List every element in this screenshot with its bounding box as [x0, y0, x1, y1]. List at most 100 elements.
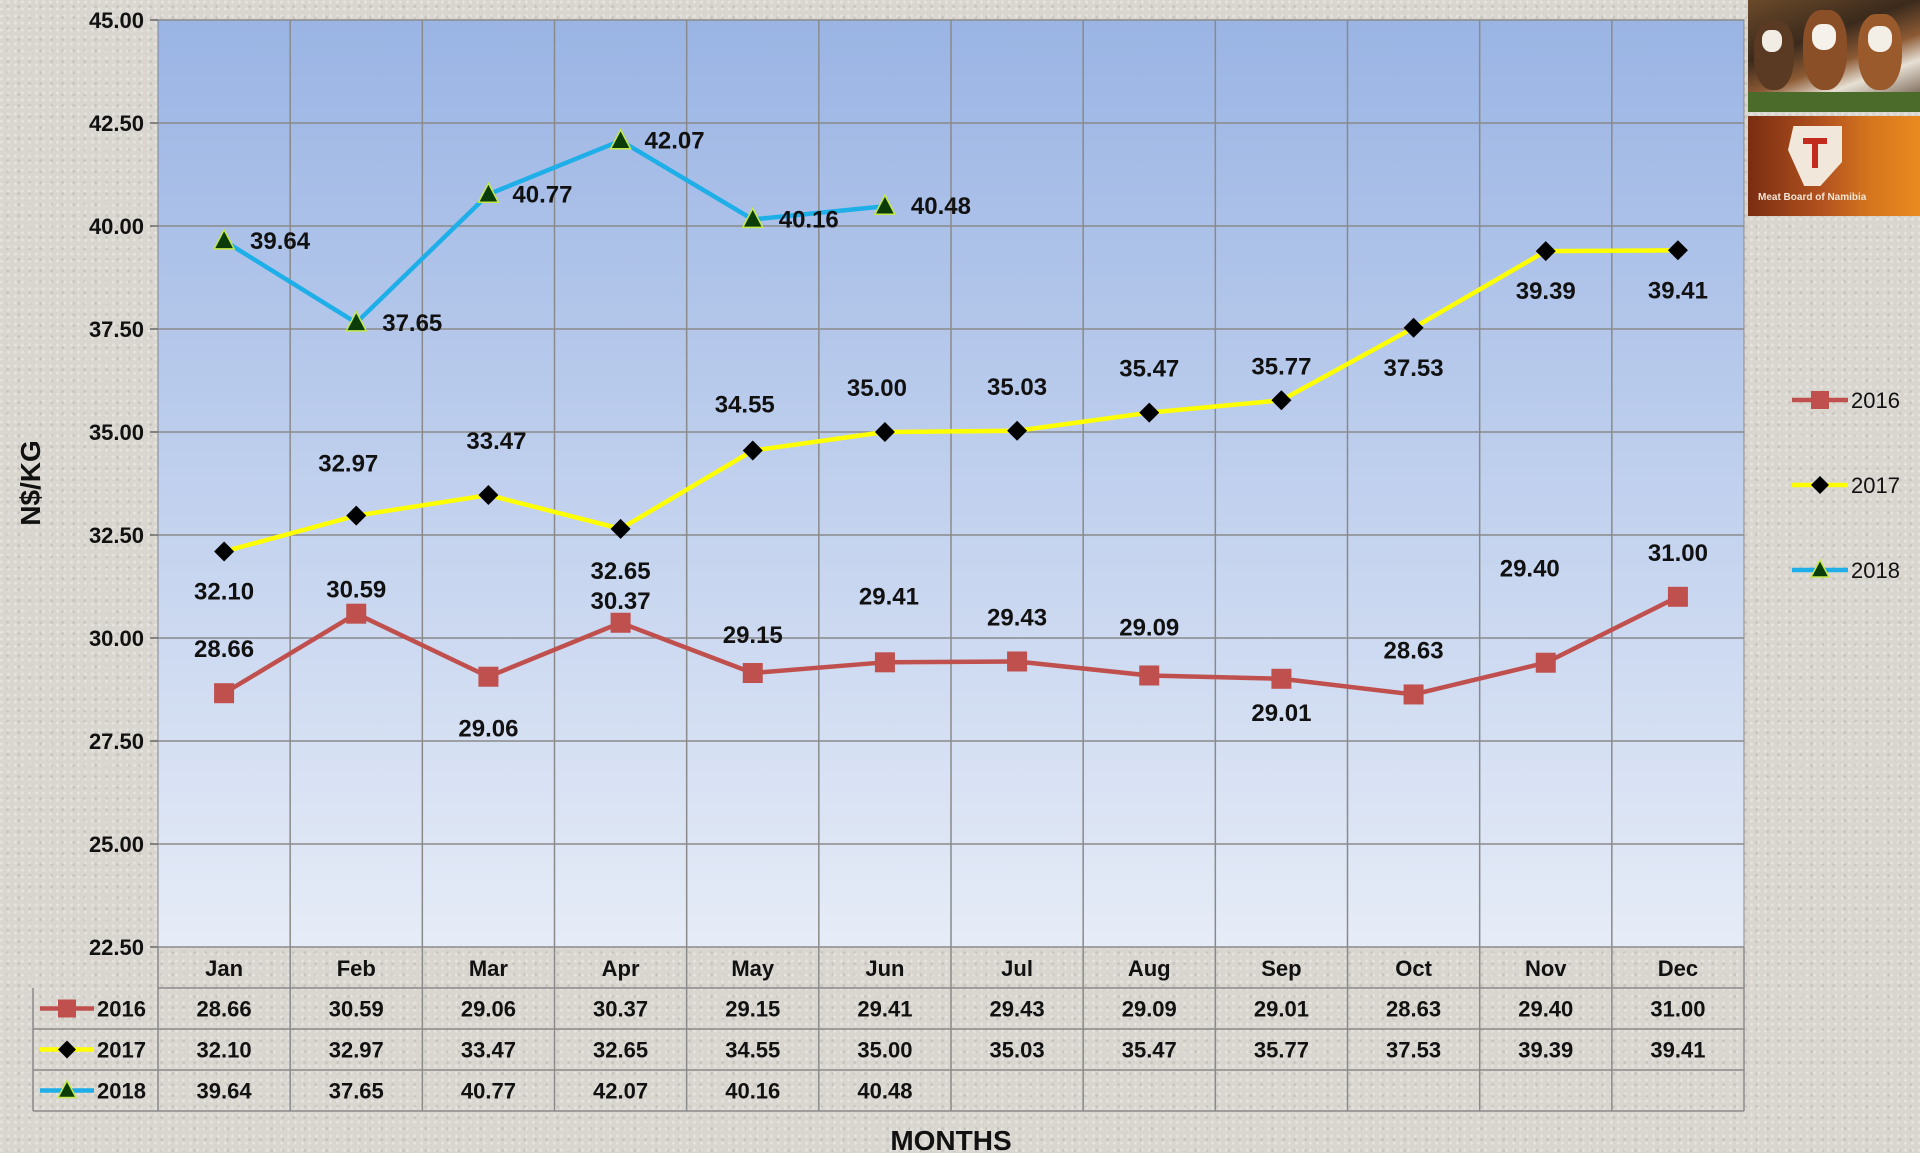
- meat-board-logo: Meat Board of Namibia: [1748, 116, 1920, 216]
- data-label-2016: 30.37: [591, 588, 651, 615]
- data-label-2016: 29.41: [859, 583, 919, 610]
- marker-2018: [741, 206, 764, 229]
- marker-2017: [874, 422, 895, 442]
- data-label-2017: 37.53: [1384, 355, 1444, 382]
- table-cell: 30.37: [593, 997, 648, 1022]
- data-label-2016: 29.01: [1251, 700, 1311, 727]
- data-label-2016: 29.09: [1119, 614, 1179, 641]
- marker-2016: [478, 666, 499, 687]
- table-cell: 28.63: [1386, 997, 1441, 1022]
- marker-2016: [874, 652, 895, 673]
- legend-marker: [1811, 476, 1829, 494]
- x-tick-label: Sep: [1261, 956, 1301, 981]
- data-label-2017: 32.97: [318, 451, 378, 478]
- table-cell: 29.15: [725, 997, 780, 1022]
- marker-2016: [1667, 586, 1688, 607]
- table-cell: 33.47: [461, 1038, 516, 1063]
- table-cell: 29.41: [857, 997, 912, 1022]
- table-cell: 29.09: [1122, 997, 1177, 1022]
- series-line-2017: [223, 248, 1678, 554]
- data-label-2017: 35.03: [987, 374, 1047, 401]
- table-cell: 29.06: [461, 997, 516, 1022]
- data-label-2016: 28.66: [194, 636, 254, 663]
- data-table: Jan Feb Mar Apr May Jun Jul Aug Sep Oct Nov Dec 2016…: [32, 947, 1745, 1112]
- marker-2018: [345, 310, 368, 332]
- x-tick-label: Aug: [1128, 956, 1171, 981]
- table-key-marker: [58, 999, 76, 1018]
- table-key-2016: 2016: [40, 997, 146, 1022]
- meat-board-t-icon: [1803, 138, 1827, 168]
- y-tick-label: 27.50: [89, 729, 144, 754]
- cattle-photo-logo: [1748, 0, 1920, 112]
- table-cell: 34.55: [725, 1038, 780, 1063]
- table-key-label: 2016: [97, 997, 146, 1022]
- data-label-2018: 40.16: [779, 206, 839, 233]
- y-tick-label: 30.00: [89, 626, 144, 651]
- data-label-2018: 39.64: [250, 228, 311, 255]
- table-key-2017: 2017: [40, 1038, 146, 1063]
- legend-label: 2016: [1851, 388, 1900, 413]
- marker-2017: [1667, 240, 1688, 261]
- y-axis: 22.50 25.00 27.50 30.00 32.50 35.00 37.50 40.00…: [89, 8, 158, 960]
- marker-2017: [346, 505, 367, 526]
- marker-2018: [609, 128, 632, 150]
- legend-label: 2017: [1851, 473, 1900, 498]
- series-layer: 28.66 30.59 29.06 30.37 29.15 29.41 29.43 29.09…: [194, 128, 1708, 743]
- marker-2016: [1403, 684, 1424, 705]
- y-tick-label: 22.50: [89, 935, 144, 960]
- y-tick-label: 25.00: [89, 832, 144, 857]
- x-tick-label: Apr: [602, 956, 640, 981]
- marker-2016: [610, 612, 631, 633]
- data-label-2016: 29.15: [723, 622, 783, 649]
- x-tick-label: Jun: [865, 956, 904, 981]
- y-axis-title: N$/KG: [15, 440, 46, 526]
- table-cell: 37.65: [329, 1079, 384, 1104]
- data-label-2016: 29.43: [987, 604, 1047, 631]
- data-label-2017: 35.47: [1119, 356, 1179, 383]
- data-label-2017: 39.41: [1648, 277, 1708, 304]
- marker-2018: [477, 181, 500, 204]
- table-key-marker: [56, 1078, 78, 1099]
- y-tick-label: 37.50: [89, 317, 144, 342]
- y-tick-label: 32.50: [89, 523, 144, 548]
- x-tick-label: Dec: [1658, 956, 1698, 981]
- table-cell: 39.39: [1518, 1038, 1573, 1063]
- table-cell: 29.40: [1518, 997, 1573, 1022]
- legend-item-2018: 2018: [1792, 558, 1900, 583]
- table-cell: 40.48: [857, 1079, 912, 1104]
- marker-2016: [1271, 668, 1292, 689]
- x-tick-label: Jul: [1001, 956, 1033, 981]
- table-cell: 40.77: [461, 1079, 516, 1104]
- series-2018: 39.64 37.65 40.77 42.07 40.16 40.48: [212, 128, 971, 337]
- data-label-2018: 40.77: [512, 181, 572, 208]
- table-cell: 30.59: [329, 997, 384, 1022]
- data-label-2016: 30.59: [326, 577, 386, 604]
- x-axis-title: MONTHS: [890, 1125, 1011, 1153]
- data-label-2018: 42.07: [645, 128, 705, 155]
- table-cell: 39.41: [1650, 1038, 1705, 1063]
- table-cell: 35.03: [990, 1038, 1045, 1063]
- series-line-2018: [222, 138, 886, 326]
- legend-label: 2018: [1851, 558, 1900, 583]
- marker-2017: [610, 518, 631, 539]
- data-label-2017: 34.55: [715, 392, 775, 419]
- x-tick-label: May: [731, 956, 775, 981]
- table-cell: 35.47: [1122, 1038, 1177, 1063]
- meat-board-label: Meat Board of Namibia: [1758, 192, 1867, 203]
- data-label-2016: 28.63: [1384, 637, 1444, 664]
- marker-2017: [1139, 402, 1160, 423]
- legend-item-2016: 2016: [1792, 388, 1900, 413]
- marker-2016: [1139, 665, 1160, 686]
- legend-item-2017: 2017: [1792, 473, 1900, 498]
- x-tick-label: Mar: [469, 956, 509, 981]
- data-label-2017: 33.47: [466, 428, 526, 455]
- marker-2018: [873, 193, 897, 215]
- marker-2017: [214, 541, 235, 562]
- y-tick-label: 45.00: [89, 8, 144, 33]
- data-label-2017: 35.77: [1251, 353, 1311, 380]
- data-label-2018: 40.48: [911, 193, 971, 220]
- legend-marker: [1809, 558, 1831, 578]
- table-cell: 29.01: [1254, 997, 1309, 1022]
- table-key-label: 2017: [97, 1038, 146, 1063]
- marker-2017: [478, 485, 499, 506]
